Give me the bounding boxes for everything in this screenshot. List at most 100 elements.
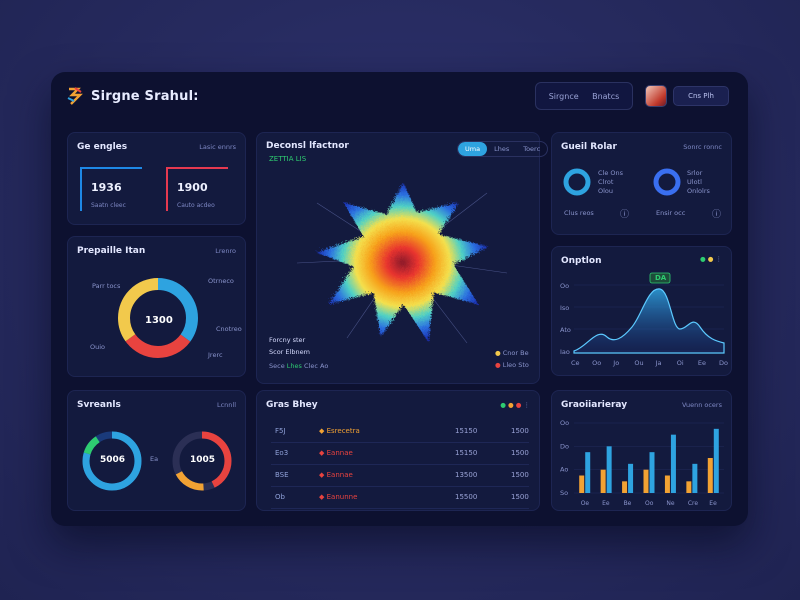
avatar[interactable] [645, 85, 667, 107]
donut-segment[interactable] [118, 278, 198, 358]
area-chart[interactable] [552, 267, 733, 377]
donut-chart[interactable] [113, 273, 203, 363]
stat-caption: Cauto acdeo [177, 202, 215, 209]
progress-ring[interactable] [562, 167, 592, 197]
stat-tile[interactable]: 1936 Saatn cleec [80, 167, 142, 211]
y-tick-label: Iso [560, 304, 570, 312]
bar[interactable] [585, 452, 591, 493]
legend-dot-icon: ● [495, 349, 501, 357]
ring-chart-left[interactable] [80, 429, 144, 493]
ring-line: Cle Ons [598, 169, 624, 177]
donut-center-value: 1300 [145, 315, 173, 326]
stat-value: 1900 [177, 181, 208, 194]
area-card: Onptlon ● ● ⋮ DA Oo Iso Ato Iao Ce Oo Jo Ou Ja O… [551, 246, 732, 376]
heatmap-tabs: Uma Lhes Toerc [457, 141, 549, 157]
bar[interactable] [600, 469, 606, 493]
bar[interactable] [664, 475, 670, 494]
heatmap-visual[interactable] [287, 163, 517, 353]
bar[interactable] [686, 481, 692, 493]
cell-value: 15150 [455, 427, 478, 435]
cell-value: 15150 [455, 449, 478, 457]
donut-label: Jrerc [208, 351, 223, 359]
cell-id: Ob [275, 493, 285, 501]
ring-line: Clrot [598, 178, 614, 186]
nav-item-2[interactable]: Bnatcs [592, 91, 620, 101]
bar[interactable] [643, 469, 649, 493]
y-tick-label: Iao [560, 348, 570, 356]
more-icon[interactable]: ⋮ [715, 255, 723, 263]
ring-foot: Clus reos [564, 209, 594, 217]
stat-tile[interactable]: 1900 Cauto acdeo [166, 167, 228, 211]
bottom-rings-title: Svreanls [77, 400, 121, 410]
table-row[interactable]: Eo3 ◆ Eannae 15150 1500 [271, 443, 529, 465]
donut-card-title: Prepaille Itan [77, 246, 146, 256]
bar[interactable] [579, 475, 585, 494]
y-tick-label: Oo [560, 419, 569, 427]
cell-name: ◆ Eannae [319, 471, 353, 479]
bar[interactable] [692, 463, 698, 493]
area-card-title: Onptlon [561, 256, 602, 266]
x-tick-label: Be [624, 500, 632, 507]
peak-label: DA [655, 274, 667, 282]
bar[interactable] [713, 428, 719, 493]
legend-text: Lleo Sto [502, 361, 529, 369]
donut-segment[interactable] [118, 278, 198, 358]
heatmap-legend-right-1: ● Cnor Be [495, 349, 529, 357]
user-menu-button[interactable]: Cns Plh [673, 86, 729, 106]
ring-center-value: 1005 [190, 455, 216, 465]
x-tick-label: Ee [697, 359, 706, 367]
bar[interactable] [628, 463, 634, 493]
ring-chart-right[interactable] [170, 429, 234, 493]
bar[interactable] [707, 458, 713, 493]
ring-foot: Ensir occ [656, 209, 686, 217]
bar-chart[interactable]: Oo Do Ao So Oe Ee Be Oo Ne Cre Ee [552, 413, 733, 512]
cell-value: 13500 [455, 471, 478, 479]
x-tick-label: Oi [676, 359, 684, 367]
ring-line: Onlolrs [687, 187, 710, 195]
info-icon[interactable]: ⓘ [712, 210, 722, 220]
progress-ring[interactable] [652, 167, 682, 197]
tab-3[interactable]: Toerc [523, 145, 541, 153]
x-tick-label: Oo [592, 359, 602, 367]
nav-item-1[interactable]: Sirgnce [548, 91, 579, 101]
y-tick-label: Ato [560, 326, 571, 334]
ring-mid-label: Ea [150, 455, 159, 463]
bottom-rings-card: Svreanls Lcnnll 5006 Ea 1005 [67, 390, 246, 511]
bar-card: Graoiiarieray Vuenn ocers Oo Do Ao So Oe Ee Be… [551, 390, 732, 511]
table-row[interactable]: Ob ◆ Eanunne 15500 1500 [271, 487, 529, 509]
y-tick-label: Ao [560, 466, 568, 474]
info-icon[interactable]: ⓘ [620, 210, 630, 220]
stats-card: Ge engles Lasic ennrs 1936 Saatn cleec 1… [67, 132, 246, 225]
ring-line: Ulotl [687, 178, 702, 186]
table-row[interactable]: BSE ◆ Eannae 13500 1500 [271, 465, 529, 487]
bar[interactable] [606, 446, 612, 493]
y-tick-label: Do [560, 442, 569, 450]
x-tick-label: Oo [645, 500, 654, 507]
cell-id: BSE [275, 471, 289, 479]
bar[interactable] [622, 481, 628, 493]
heatmap-title: Deconsl lfactnor [266, 141, 349, 151]
donut-card: Prepaille Itan Lrenro 1300 Parr tocs Otr… [67, 236, 246, 377]
table-row[interactable]: F5J ◆ Esrecetra 15150 1500 [271, 421, 529, 443]
logo-icon [67, 87, 83, 105]
tab-1[interactable]: Uma [458, 142, 488, 156]
tab-2[interactable]: Lhes [494, 145, 510, 153]
heatmap-card: Deconsl lfactnor ZETTIA LIS Uma Lhes Toe… [256, 132, 549, 384]
y-tick-label: So [560, 489, 568, 497]
bar[interactable] [670, 434, 676, 493]
heatmap-legend-right-2: ● Lleo Sto [495, 361, 529, 369]
x-tick-label: Oe [581, 500, 590, 507]
cell-value: 15500 [455, 493, 478, 501]
cell-name: ◆ Eannae [319, 449, 353, 457]
bar[interactable] [649, 452, 655, 493]
more-icon[interactable]: ⋮ [523, 401, 531, 409]
bar-card-meta: Vuenn ocers [681, 401, 722, 409]
ring-line: Srlor [687, 169, 703, 177]
cell-total: 1500 [511, 427, 529, 435]
cell-total: 1500 [511, 449, 529, 457]
y-tick-label: Oo [560, 282, 570, 290]
heatmap-caption: Scor Elbnem [269, 348, 310, 356]
legend-dot-icon: ● [707, 255, 714, 263]
table-card: Gras Bhey ● ● ● ⋮ F5J ◆ Esrecetra 15150 150… [256, 390, 540, 511]
x-tick-label: Ja [655, 359, 662, 367]
